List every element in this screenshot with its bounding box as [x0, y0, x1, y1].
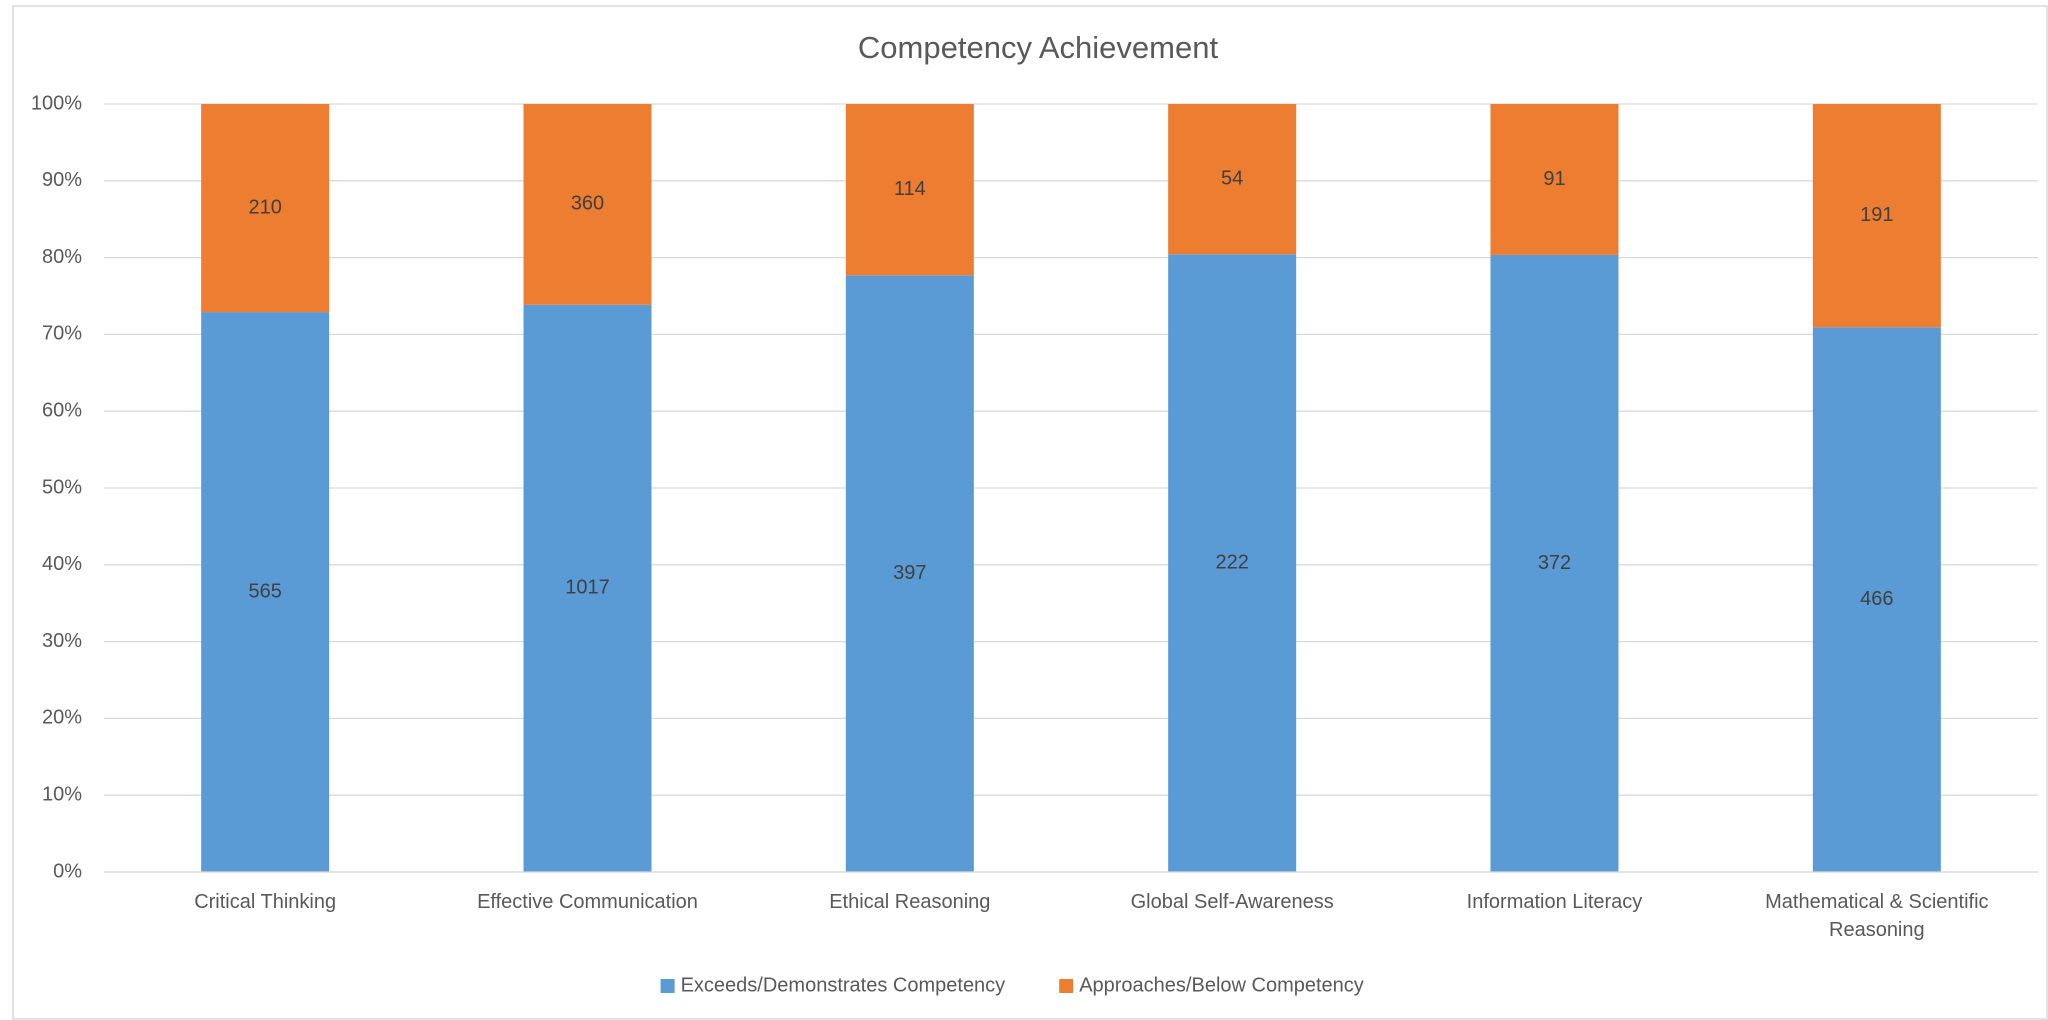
bar-segment	[845, 275, 974, 873]
data-label: 222	[1215, 551, 1248, 573]
x-tick-label: Mathematical & Scientific Reasoning	[1765, 891, 1989, 941]
legend-label: Approaches/Below Competency	[1079, 974, 1364, 996]
bar-segment	[201, 312, 330, 872]
y-tick-label: 20%	[42, 707, 82, 729]
data-label: 210	[248, 196, 281, 218]
x-tick-label-box: Information Literacy	[1466, 891, 1643, 913]
y-tick-label: 100%	[31, 92, 82, 114]
data-label: 372	[1538, 552, 1571, 574]
data-label: 114	[894, 178, 926, 200]
data-label: 397	[893, 562, 926, 584]
y-tick-label: 80%	[42, 246, 82, 268]
data-label: 54	[1221, 167, 1243, 189]
data-label: 565	[248, 580, 281, 602]
y-tick-label: 90%	[42, 169, 82, 191]
data-label: 466	[1860, 588, 1893, 610]
x-tick-label: Information Literacy	[1466, 891, 1643, 913]
bar-segment	[1168, 254, 1297, 872]
bar-segment	[523, 104, 652, 305]
y-tick-label: 10%	[42, 783, 82, 805]
bar-segment	[201, 104, 330, 313]
data-label: 1017	[565, 577, 610, 599]
y-tick-label: 70%	[42, 323, 82, 345]
x-tick-label: Ethical Reasoning	[829, 891, 991, 913]
legend-label: Exceeds/Demonstrates Competency	[681, 974, 1006, 996]
legend-swatch	[660, 979, 675, 993]
data-label: 91	[1543, 168, 1565, 190]
bar-segment	[1812, 327, 1941, 872]
data-label: 191	[1860, 204, 1893, 226]
x-tick-label-box: Critical Thinking	[194, 891, 337, 913]
x-tick-label-box: Effective Communication	[477, 891, 698, 913]
y-tick-label: 60%	[42, 399, 82, 421]
x-tick-label: Global Self-Awareness	[1130, 891, 1334, 913]
y-tick-label: 50%	[42, 476, 82, 498]
x-tick-label: Effective Communication	[477, 891, 698, 913]
y-tick-label: 40%	[42, 553, 82, 575]
x-tick-label: Critical Thinking	[194, 891, 337, 913]
bar-segment	[1490, 104, 1619, 255]
bar-segment	[1168, 104, 1297, 255]
y-tick-label: 30%	[42, 630, 82, 652]
bar-segment	[1490, 254, 1619, 873]
y-tick-label: 0%	[53, 860, 82, 882]
bar-segment	[1812, 104, 1941, 328]
x-tick-label-box: Mathematical & Scientific Reasoning	[1765, 891, 1989, 941]
data-label: 360	[571, 193, 604, 215]
chart-title: Competency Achievement	[858, 30, 1219, 65]
bar-segment	[523, 304, 652, 872]
bar-segment	[845, 104, 974, 276]
legend-swatch	[1059, 979, 1074, 993]
x-tick-label-box: Ethical Reasoning	[829, 891, 991, 913]
chart-frame	[12, 5, 2048, 1020]
x-tick-label-box: Global Self-Awareness	[1130, 891, 1334, 913]
